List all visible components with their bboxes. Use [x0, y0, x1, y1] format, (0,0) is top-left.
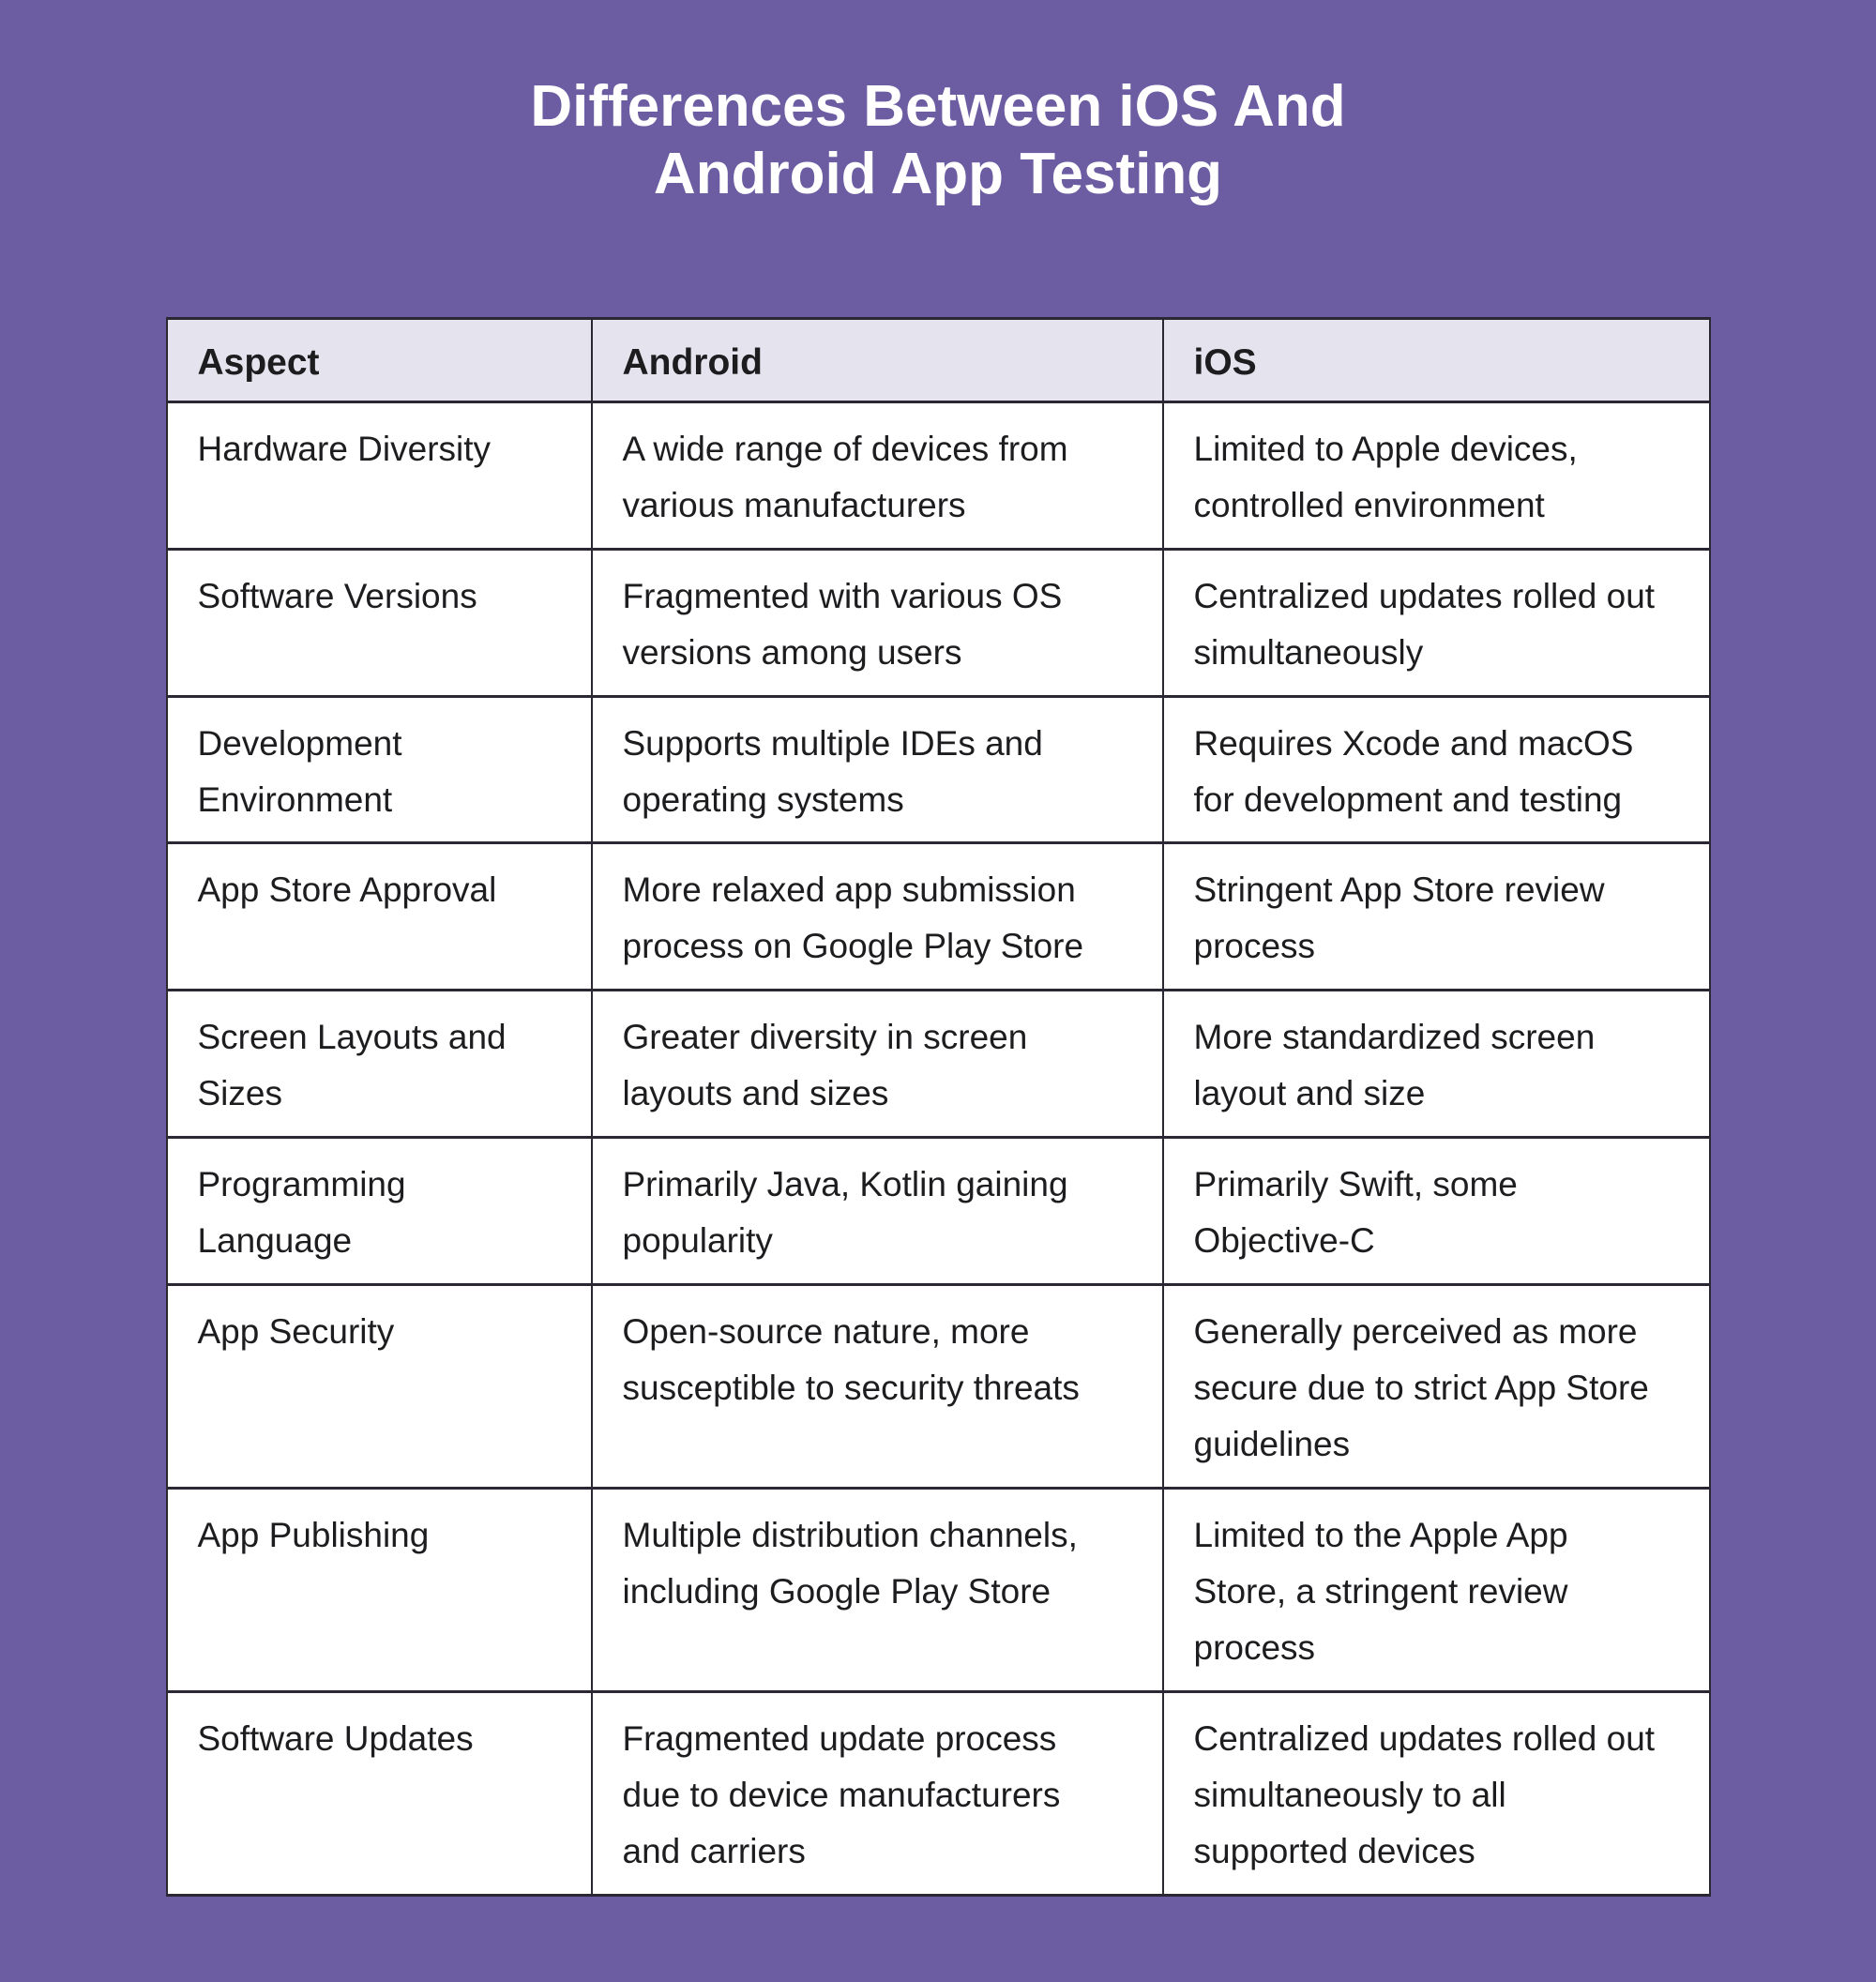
cell-aspect-text: Hardware Diversity — [197, 429, 492, 468]
cell-android: A wide range of devices from various man… — [590, 400, 1164, 551]
column-header-android: Android — [590, 316, 1164, 403]
cell-ios: Requires Xcode and macOS for development… — [1161, 694, 1711, 845]
column-header-android-label: Android — [622, 341, 763, 383]
cell-aspect: Development Environment — [165, 694, 593, 845]
cell-aspect: Hardware Diversity — [165, 400, 593, 551]
column-header-ios-label: iOS — [1193, 341, 1257, 383]
cell-aspect-text: Development Environment — [197, 723, 402, 819]
cell-aspect: App Store Approval — [165, 841, 593, 992]
cell-ios-text: Stringent App Store review process — [1193, 870, 1605, 966]
table-row: Screen Layouts and Sizes Greater diversit… — [165, 989, 1711, 1140]
cell-ios-text: Limited to the Apple App Store, a string… — [1193, 1515, 1568, 1667]
cell-ios: Limited to the Apple App Store, a string… — [1161, 1486, 1711, 1693]
cell-aspect-text: App Security — [197, 1312, 395, 1352]
table-row: Hardware Diversity A wide range of device… — [165, 400, 1711, 551]
table-row: App Publishing Multiple distribution chan… — [165, 1486, 1711, 1693]
table-body: Hardware Diversity A wide range of device… — [165, 400, 1711, 1897]
table-row: Programming Language Primarily Java, Kotl… — [165, 1136, 1711, 1287]
cell-ios-text: Centralized updates rolled out simultane… — [1193, 576, 1656, 672]
cell-android: Greater diversity in screen layouts and … — [590, 989, 1164, 1140]
cell-ios: Stringent App Store review process — [1161, 841, 1711, 992]
cell-aspect-text: Programming Language — [197, 1165, 406, 1261]
cell-aspect: Screen Layouts and Sizes — [165, 989, 593, 1140]
cell-android: Primarily Java, Kotlin gaining popularit… — [590, 1136, 1164, 1287]
table-row: App Security Open-source nature, more sus… — [165, 1283, 1711, 1490]
cell-android-text: Multiple distribution channels, includin… — [622, 1515, 1078, 1611]
cell-android-text: Open-source nature, more susceptible to … — [622, 1312, 1080, 1407]
cell-aspect-text: App Publishing — [197, 1515, 430, 1554]
cell-aspect: App Publishing — [165, 1486, 593, 1693]
table-row: Development Environment Supports multiple… — [165, 694, 1711, 845]
cell-android-text: Supports multiple IDEs and operating sys… — [622, 723, 1043, 819]
cell-ios-text: Requires Xcode and macOS for development… — [1193, 723, 1634, 819]
infographic-page: Differences Between iOS And Android App … — [0, 73, 1876, 1897]
cell-aspect: Software Versions — [165, 547, 593, 698]
cell-android-text: Greater diversity in screen layouts and … — [622, 1018, 1028, 1113]
cell-android: More relaxed app submission process on G… — [590, 841, 1164, 992]
cell-aspect-text: Software Updates — [197, 1718, 474, 1758]
cell-aspect-text: Software Versions — [197, 576, 477, 615]
table-row: App Store Approval More relaxed app submi… — [165, 841, 1711, 992]
page-title: Differences Between iOS And Android App … — [0, 73, 1876, 208]
cell-android-text: More relaxed app submission process on G… — [622, 870, 1084, 966]
cell-aspect: App Security — [165, 1283, 593, 1490]
cell-ios: More standardized screen layout and size — [1161, 989, 1711, 1140]
table-row: Software Updates Fragmented update proces… — [165, 1689, 1711, 1897]
cell-android-text: Fragmented with various OS versions amon… — [622, 576, 1063, 672]
cell-aspect-text: Screen Layouts and Sizes — [197, 1018, 507, 1113]
cell-ios-text: More standardized screen layout and size — [1193, 1018, 1596, 1113]
cell-ios: Generally perceived as more secure due t… — [1161, 1283, 1711, 1490]
cell-android: Supports multiple IDEs and operating sys… — [590, 694, 1164, 845]
cell-ios: Limited to Apple devices, controlled env… — [1161, 400, 1711, 551]
comparison-table: Aspect Android iOS Hardware Diversity A w… — [165, 316, 1711, 1897]
cell-android: Multiple distribution channels, includin… — [590, 1486, 1164, 1693]
page-title-line-2: Android App Testing — [653, 141, 1223, 206]
cell-ios-text: Primarily Swift, some Objective-C — [1193, 1165, 1518, 1261]
column-header-ios: iOS — [1161, 316, 1711, 403]
cell-aspect-text: App Store Approval — [197, 870, 497, 910]
cell-android-text: Primarily Java, Kotlin gaining popularit… — [622, 1165, 1068, 1261]
cell-ios: Centralized updates rolled out simultane… — [1161, 547, 1711, 698]
column-header-aspect-label: Aspect — [197, 341, 320, 383]
cell-aspect: Software Updates — [165, 1689, 593, 1897]
cell-ios: Centralized updates rolled out simultane… — [1161, 1689, 1711, 1897]
cell-ios-text: Limited to Apple devices, controlled env… — [1193, 429, 1578, 524]
table-row: Software Versions Fragmented with various… — [165, 547, 1711, 698]
cell-android: Open-source nature, more susceptible to … — [590, 1283, 1164, 1490]
cell-android: Fragmented with various OS versions amon… — [590, 547, 1164, 698]
column-header-aspect: Aspect — [165, 316, 593, 403]
cell-ios-text: Centralized updates rolled out simultane… — [1193, 1718, 1656, 1870]
cell-ios: Primarily Swift, some Objective-C — [1161, 1136, 1711, 1287]
cell-ios-text: Generally perceived as more secure due t… — [1193, 1312, 1649, 1463]
page-title-line-1: Differences Between iOS And — [530, 74, 1346, 139]
cell-android-text: Fragmented update process due to device … — [622, 1718, 1061, 1870]
cell-aspect: Programming Language — [165, 1136, 593, 1287]
cell-android: Fragmented update process due to device … — [590, 1689, 1164, 1897]
table-header-row: Aspect Android iOS — [165, 316, 1711, 403]
cell-android-text: A wide range of devices from various man… — [622, 429, 1068, 524]
